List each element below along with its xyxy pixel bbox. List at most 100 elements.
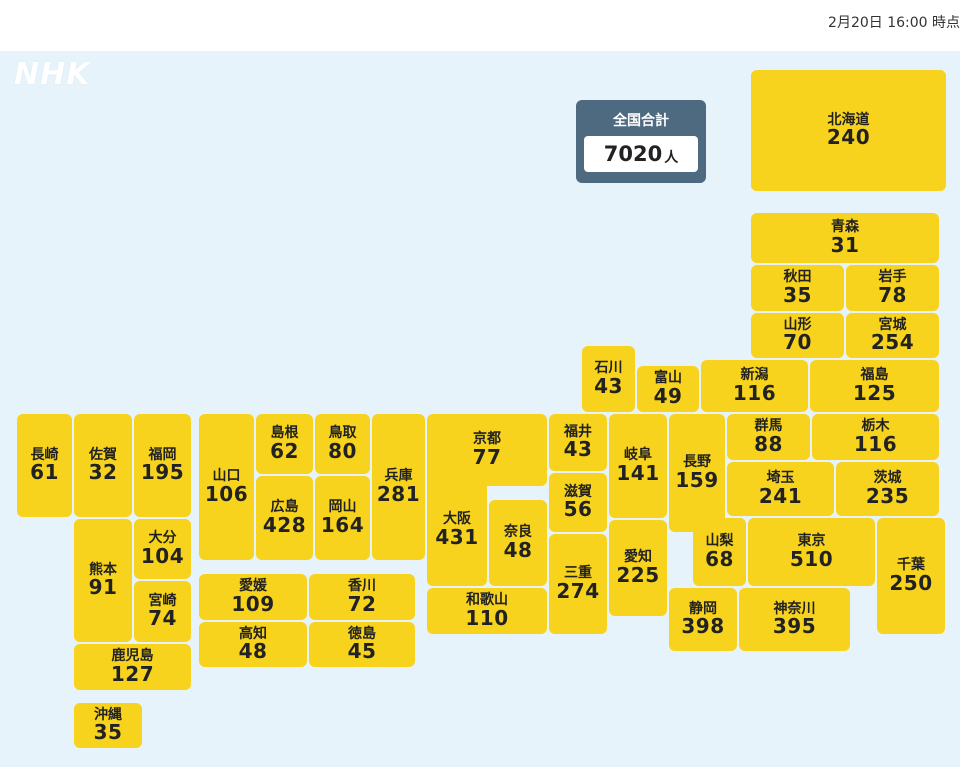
prefecture-name: 岐阜: [624, 447, 652, 464]
prefecture-tile[interactable]: 富山 49: [637, 366, 699, 412]
prefecture-name: 福島: [860, 367, 889, 384]
prefecture-tile[interactable]: 石川 43: [582, 346, 635, 412]
update-timestamp: 2月20日 16:00 時点: [828, 15, 960, 31]
prefecture-tile[interactable]: 熊本 91: [74, 519, 132, 642]
prefecture-tile[interactable]: 青森 31: [751, 213, 939, 263]
prefecture-tile[interactable]: 香川 72: [309, 574, 415, 620]
prefecture-tile[interactable]: 山形 70: [751, 313, 844, 358]
prefecture-name: 高知: [239, 625, 267, 642]
prefecture-tile[interactable]: 島根 62: [256, 414, 313, 474]
prefecture-count: 68: [705, 546, 734, 571]
prefecture-count: 431: [435, 524, 479, 549]
prefecture-name: 千葉: [897, 557, 925, 574]
prefecture-tile[interactable]: 群馬 88: [727, 414, 810, 460]
prefecture-count: 125: [852, 380, 897, 405]
prefecture-name: 佐賀: [89, 446, 117, 463]
prefecture-tile[interactable]: 北海道 240: [751, 70, 946, 191]
prefecture-name: 新潟: [740, 367, 769, 384]
prefecture-count: 49: [653, 383, 683, 408]
prefecture-tile[interactable]: 栃木 116: [812, 414, 939, 460]
prefecture-name: 富山: [654, 370, 682, 387]
prefecture-name: 青森: [831, 219, 859, 236]
prefecture-count: 235: [865, 483, 910, 508]
prefecture-tile[interactable]: 岩手 78: [846, 265, 939, 311]
prefecture-tile[interactable]: 宮城 254: [846, 313, 939, 358]
prefecture-name: 三重: [564, 565, 592, 582]
prefecture-count: 45: [347, 639, 377, 664]
prefecture-name: 宮城: [878, 316, 907, 333]
prefecture-tile[interactable]: 山梨 68: [693, 518, 746, 586]
prefecture-tile[interactable]: 広島 428: [256, 476, 313, 560]
prefecture-name: 宮崎: [148, 592, 177, 609]
prefecture-name: 茨城: [873, 470, 902, 487]
prefecture-name: 静岡: [689, 600, 717, 617]
prefecture-count: 225: [616, 562, 660, 587]
prefecture-tile[interactable]: 岐阜 141: [609, 414, 667, 518]
prefecture-tile[interactable]: 岡山 164: [315, 476, 370, 560]
prefecture-count: 104: [140, 543, 185, 568]
prefecture-tile[interactable]: 東京 510: [748, 518, 875, 586]
prefecture-name: 山形: [783, 316, 812, 333]
prefecture-count: 241: [758, 483, 803, 508]
prefecture-count: 159: [675, 467, 719, 492]
prefecture-tile[interactable]: 福岡 195: [134, 414, 191, 517]
prefecture-tile[interactable]: 三重 274: [549, 534, 607, 634]
prefecture-count: 48: [503, 537, 533, 562]
prefecture-count: 281: [376, 481, 421, 506]
prefecture-count: 56: [563, 497, 593, 522]
prefecture-tile[interactable]: 宮崎 74: [134, 581, 191, 642]
prefecture-tile[interactable]: 新潟 116: [701, 360, 808, 412]
prefecture-tile[interactable]: 秋田 35: [751, 265, 844, 311]
prefecture-name: 大分: [148, 530, 177, 547]
prefecture-name: 山梨: [705, 533, 734, 550]
prefecture-count: 62: [270, 438, 299, 463]
prefecture-tile[interactable]: 徳島 45: [309, 622, 415, 667]
prefecture-tile[interactable]: 福島 125: [810, 360, 939, 412]
prefecture-tile[interactable]: 神奈川 395: [739, 588, 850, 651]
prefecture-tile[interactable]: 茨城 235: [836, 462, 939, 516]
prefecture-name: 長野: [683, 454, 711, 471]
prefecture-tile[interactable]: 兵庫 281: [372, 414, 425, 560]
prefecture-name: 秋田: [783, 269, 812, 286]
prefecture-count: 74: [148, 606, 177, 631]
prefecture-tile[interactable]: 静岡 398: [669, 588, 737, 651]
prefecture-count: 250: [889, 570, 933, 595]
prefecture-tile[interactable]: 大分 104: [134, 519, 191, 579]
prefecture-tile[interactable]: 長崎 61: [17, 414, 72, 517]
prefecture-tile[interactable]: 和歌山 110: [427, 588, 547, 634]
prefecture-tile[interactable]: 愛媛 109: [199, 574, 307, 620]
prefecture-name: 山口: [212, 468, 241, 485]
prefecture-count: 127: [110, 661, 155, 686]
prefecture-count: 88: [754, 431, 783, 456]
prefecture-name: 東京: [797, 533, 826, 550]
prefecture-name: 広島: [270, 499, 299, 516]
prefecture-tile[interactable]: 千葉 250: [877, 518, 945, 634]
national-total-value: 7020: [603, 142, 663, 166]
prefecture-tile[interactable]: 愛知 225: [609, 520, 667, 616]
prefecture-count: 109: [231, 591, 275, 616]
prefecture-tile[interactable]: 佐賀 32: [74, 414, 132, 517]
prefecture-name: 香川: [348, 578, 376, 595]
prefecture-count: 43: [594, 373, 623, 398]
prefecture-tile[interactable]: 奈良 48: [489, 500, 547, 586]
prefecture-count: 510: [789, 546, 834, 571]
prefecture-tile[interactable]: 大阪 431: [427, 474, 487, 586]
prefecture-tile[interactable]: 長野 159: [669, 414, 725, 532]
prefecture-tile[interactable]: 埼玉 241: [727, 462, 834, 516]
prefecture-tile[interactable]: 福井 43: [549, 414, 607, 471]
prefecture-tile[interactable]: 滋賀 56: [549, 473, 607, 532]
prefecture-name: 埼玉: [766, 470, 795, 487]
prefecture-count: 195: [140, 460, 185, 485]
prefecture-tile[interactable]: 高知 48: [199, 622, 307, 667]
prefecture-tile[interactable]: 鹿児島 127: [74, 644, 191, 690]
prefecture-name: 京都: [473, 431, 501, 448]
nhk-logo: NHK: [14, 57, 91, 92]
prefecture-count: 91: [88, 575, 118, 600]
prefecture-name: 岡山: [328, 499, 357, 516]
national-total-unit: 人: [664, 149, 679, 166]
prefecture-tile[interactable]: 鳥取 80: [315, 414, 370, 474]
prefecture-tile[interactable]: 沖縄 35: [74, 703, 142, 748]
prefecture-tile[interactable]: 山口 106: [199, 414, 254, 560]
prefecture-name: 長崎: [30, 446, 59, 463]
prefecture-name: 北海道: [827, 111, 870, 128]
